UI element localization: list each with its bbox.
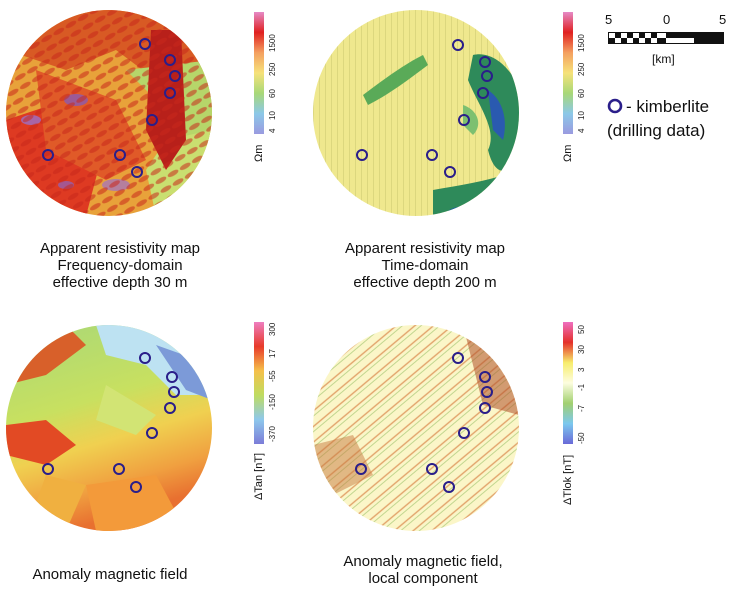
colorbar-unit: Ωm (562, 144, 574, 162)
tick-label: 50 (577, 325, 586, 334)
tick-label: 30 (577, 345, 586, 354)
tick-label: 250 (268, 62, 277, 76)
kimberlite-marker (356, 149, 368, 161)
tick-label: 10 (577, 111, 586, 120)
magnetic-field-image (6, 325, 212, 531)
tick-label: 4 (577, 128, 586, 133)
scale-label-left: 5 (605, 12, 613, 27)
tick-label: -7 (577, 404, 586, 412)
kimberlite-marker (42, 149, 54, 161)
colorbar-mag (254, 322, 264, 444)
kimberlite-marker (443, 481, 455, 493)
kimberlite-marker (458, 114, 470, 126)
tick-label: 250 (577, 62, 586, 76)
kimberlite-marker (146, 114, 158, 126)
kimberlite-marker (452, 39, 464, 51)
caption-map-2: Apparent resistivity map Time-domain eff… (344, 240, 506, 291)
kimberlite-marker (458, 427, 470, 439)
colorbar-unit: ΔTan [nT] (253, 452, 265, 500)
tick-label: 3 (577, 367, 586, 372)
resistivity-td-image (313, 10, 519, 216)
kimberlite-marker (42, 463, 54, 475)
colorbar-fd (254, 12, 264, 134)
kimberlite-marker (139, 38, 151, 50)
legend-sublabel: (drilling data) (607, 121, 706, 140)
kimberlite-marker (355, 463, 367, 475)
kimberlite-marker-icon (607, 98, 623, 114)
map-time-domain-resistivity (313, 10, 519, 216)
kimberlite-marker (146, 427, 158, 439)
colorbar-td (563, 12, 573, 134)
kimberlite-marker (481, 386, 493, 398)
tick-label: -1 (577, 383, 586, 391)
tick-label: 1500 (577, 34, 586, 52)
kimberlite-marker (164, 402, 176, 414)
kimberlite-marker (130, 481, 142, 493)
kimberlite-marker (452, 352, 464, 364)
kimberlite-marker (479, 371, 491, 383)
map-frequency-domain-resistivity (6, 10, 212, 216)
kimberlite-marker (426, 149, 438, 161)
kimberlite-marker (168, 386, 180, 398)
colorbar-local (563, 322, 573, 444)
kimberlite-marker (479, 56, 491, 68)
tick-label: -370 (268, 425, 277, 442)
map-anomaly-magnetic-field (6, 325, 212, 531)
tick-label: 60 (577, 89, 586, 98)
legend-label: - kimberlite (626, 97, 710, 116)
kimberlite-marker (444, 166, 456, 178)
local-component-image (313, 325, 519, 531)
tick-label: 300 (268, 322, 277, 336)
tick-label: 1500 (268, 34, 277, 52)
kimberlite-marker (113, 463, 125, 475)
tick-label: -55 (268, 370, 277, 382)
caption-map-1: Apparent resistivity map Frequency-domai… (39, 240, 201, 291)
kimberlite-marker (139, 352, 151, 364)
kimberlite-marker (164, 87, 176, 99)
colorbar-unit: ΔTlok [nT] (562, 454, 574, 505)
scale-label-middle: 0 (663, 12, 671, 27)
kimberlite-marker (166, 371, 178, 383)
kimberlite-marker (131, 166, 143, 178)
colorbar-unit: Ωm (253, 144, 265, 162)
tick-label: -50 (577, 432, 586, 444)
scale-bar-graphic (608, 32, 724, 44)
tick-label: 4 (268, 128, 277, 133)
kimberlite-marker (426, 463, 438, 475)
tick-label: 60 (268, 89, 277, 98)
scale-label-right: 5 (719, 12, 727, 27)
kimberlite-marker (114, 149, 126, 161)
scale-unit: [km] (652, 52, 675, 66)
kimberlite-marker (164, 54, 176, 66)
map-local-component (313, 325, 519, 531)
caption-map-4: Anomaly magnetic field, local component (343, 553, 503, 587)
tick-label: 10 (268, 111, 277, 120)
kimberlite-marker (481, 70, 493, 82)
kimberlite-marker (477, 87, 489, 99)
caption-map-3: Anomaly magnetic field (32, 566, 188, 583)
tick-label: 17 (268, 349, 277, 358)
tick-label: -150 (268, 393, 277, 410)
kimberlite-marker (479, 402, 491, 414)
resistivity-fd-image (6, 10, 212, 216)
kimberlite-marker (169, 70, 181, 82)
